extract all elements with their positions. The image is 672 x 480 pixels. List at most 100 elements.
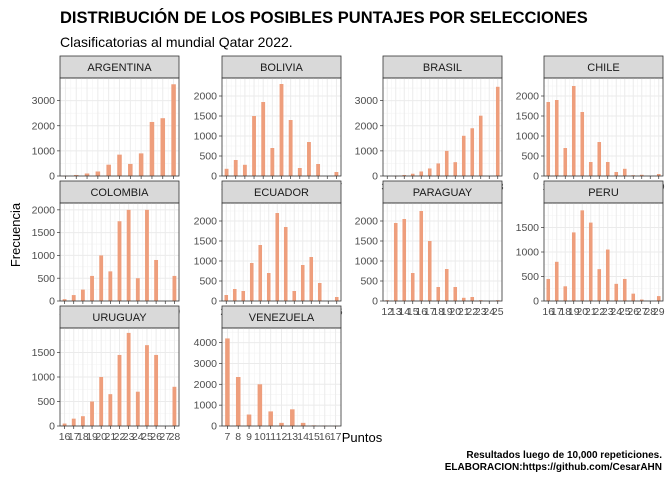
x-tick-label: 23	[602, 306, 614, 318]
bar-ecuador-24	[232, 289, 237, 301]
bar-argentina-40	[128, 163, 133, 176]
bar-uruguay-16	[62, 423, 67, 426]
bar-paraguay-22	[470, 297, 475, 301]
bar-uruguay-23	[126, 332, 131, 426]
bar-uruguay-28	[172, 386, 177, 426]
bar-bolivia-16	[233, 160, 238, 176]
bar-argentina-44	[171, 84, 176, 176]
bar-ecuador-31	[292, 291, 297, 301]
bar-argentina-39	[117, 154, 122, 176]
y-tick-label: 1000	[355, 145, 379, 157]
y-tick-label: 2000	[194, 91, 218, 103]
y-tick-label: 500	[360, 276, 378, 288]
strip-label-peru: PERU	[588, 187, 619, 199]
x-tick-label: 26	[150, 431, 162, 443]
bar-chile-25	[622, 168, 627, 176]
x-tick-label: 25	[141, 431, 153, 443]
bar-ecuador-36	[334, 297, 339, 301]
bar-venezuela-10	[257, 384, 263, 426]
bar-peru-23	[605, 249, 610, 301]
bar-paraguay-18	[436, 287, 441, 301]
y-tick-label: 500	[199, 151, 217, 163]
bar-uruguay-18	[80, 416, 85, 426]
bar-brasil-41	[436, 163, 441, 176]
bar-bolivia-20	[270, 148, 275, 176]
bar-bolivia-17	[242, 164, 247, 176]
y-tick-label: 500	[199, 276, 217, 288]
bar-colombia-23	[117, 221, 122, 301]
bar-chile-27	[639, 174, 644, 176]
bar-peru-29	[656, 296, 661, 301]
y-tick-label: 0	[49, 171, 55, 183]
y-tick-label: 0	[211, 421, 217, 433]
x-tick-label: 27	[636, 306, 648, 318]
bar-ecuador-26	[249, 263, 254, 301]
x-tick-label: 28	[169, 431, 181, 443]
bar-ecuador-28	[266, 273, 271, 301]
y-tick-label: 1000	[32, 145, 56, 157]
x-tick-label: 19	[86, 431, 98, 443]
x-tick-label: 8	[235, 431, 241, 443]
bar-peru-17	[554, 261, 559, 301]
caption-repetitions: Resultados luego de 10,000 repeticiones.	[466, 450, 662, 461]
x-tick-label: 21	[105, 431, 117, 443]
bar-colombia-18	[71, 295, 76, 301]
bar-chile-20	[580, 112, 585, 176]
bar-peru-18	[563, 286, 568, 301]
x-tick-label: 13	[390, 306, 402, 318]
bar-peru-16	[546, 278, 551, 301]
bar-peru-19	[571, 232, 576, 301]
y-tick-label: 1500	[355, 236, 379, 248]
bar-venezuela-11	[268, 411, 273, 426]
bar-argentina-35	[73, 174, 79, 176]
caption-author: ELABORACION:https://github.com/CesarAHN	[445, 462, 662, 473]
bar-brasil-40	[427, 168, 432, 176]
y-tick-label: 1000	[516, 131, 540, 143]
bar-peru-25	[622, 278, 627, 301]
bar-bolivia-18	[252, 116, 256, 176]
bar-uruguay-25	[145, 345, 149, 426]
bar-colombia-20	[90, 275, 94, 301]
x-tick-label: 25	[492, 306, 504, 318]
bar-bolivia-25	[316, 164, 321, 176]
strip-label-chile: CHILE	[587, 62, 619, 74]
bar-venezuela-14	[300, 422, 306, 426]
y-tick-label: 1000	[355, 256, 379, 268]
y-tick-label: 3000	[355, 95, 379, 107]
y-tick-label: 1000	[32, 372, 56, 384]
x-tick-label: 29	[653, 306, 665, 318]
bar-bolivia-23	[297, 168, 302, 176]
bar-peru-20	[580, 210, 585, 301]
bar-argentina-37	[95, 171, 101, 176]
facet-panels: ARGENTINA0100020003000343536373839404142…	[32, 55, 665, 443]
bar-chile-22	[597, 142, 602, 176]
bar-chile-24	[614, 172, 619, 176]
bar-colombia-29	[172, 275, 177, 301]
facet-ecuador: ECUADOR050010001500200023242526272829303…	[194, 180, 343, 318]
facet-chile: CHILE05001000150020001617181920212223242…	[516, 55, 665, 193]
y-tick-label: 0	[211, 171, 217, 183]
facet-colombia: COLOMBIA05001000150020001718192021222324…	[32, 180, 180, 318]
bar-ecuador-34	[317, 283, 322, 301]
bar-paraguay-21	[461, 297, 466, 301]
x-tick-label: 21	[585, 306, 597, 318]
x-tick-label: 24	[610, 306, 622, 318]
strip-label-venezuela: VENEZUELA	[249, 312, 315, 324]
bar-peru-27	[639, 299, 644, 301]
x-tick-label: 20	[576, 306, 588, 318]
bar-peru-24	[614, 283, 619, 301]
y-tick-label: 500	[521, 151, 539, 163]
y-tick-label: 500	[37, 273, 55, 285]
y-tick-label: 0	[533, 296, 539, 308]
panel-border-paraguay	[382, 202, 503, 302]
bar-ecuador-30	[283, 227, 288, 301]
x-tick-label: 15	[308, 431, 320, 443]
bar-venezuela-8	[235, 377, 241, 426]
x-tick-label: 14	[297, 431, 309, 443]
y-tick-label: 2000	[194, 216, 218, 228]
bar-uruguay-20	[99, 377, 104, 426]
strip-label-uruguay: URUGUAY	[92, 312, 147, 324]
x-axis-title: Puntos	[342, 430, 383, 445]
x-tick-label: 15	[407, 306, 419, 318]
x-tick-label: 19	[441, 306, 453, 318]
